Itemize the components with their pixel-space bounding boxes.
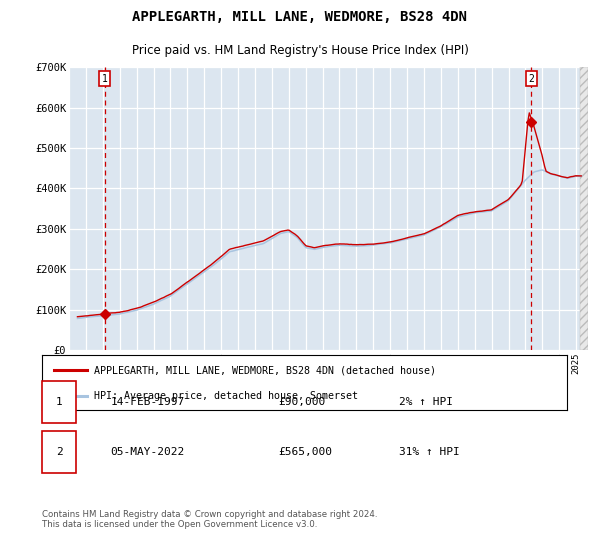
Text: Price paid vs. HM Land Registry's House Price Index (HPI): Price paid vs. HM Land Registry's House … xyxy=(131,44,469,57)
Text: 2% ↑ HPI: 2% ↑ HPI xyxy=(399,397,453,407)
Text: APPLEGARTH, MILL LANE, WEDMORE, BS28 4DN: APPLEGARTH, MILL LANE, WEDMORE, BS28 4DN xyxy=(133,10,467,24)
Text: 31% ↑ HPI: 31% ↑ HPI xyxy=(399,447,460,457)
Text: 14-FEB-1997: 14-FEB-1997 xyxy=(110,397,185,407)
Text: 1: 1 xyxy=(56,397,63,407)
Text: APPLEGARTH, MILL LANE, WEDMORE, BS28 4DN (detached house): APPLEGARTH, MILL LANE, WEDMORE, BS28 4DN… xyxy=(95,366,437,375)
Text: Contains HM Land Registry data © Crown copyright and database right 2024.
This d: Contains HM Land Registry data © Crown c… xyxy=(42,510,377,529)
Text: 1: 1 xyxy=(102,73,108,83)
Text: 05-MAY-2022: 05-MAY-2022 xyxy=(110,447,185,457)
Text: £565,000: £565,000 xyxy=(278,447,332,457)
Text: £90,000: £90,000 xyxy=(278,397,325,407)
Text: 2: 2 xyxy=(529,73,535,83)
FancyBboxPatch shape xyxy=(42,381,76,423)
Text: HPI: Average price, detached house, Somerset: HPI: Average price, detached house, Some… xyxy=(95,391,359,401)
Text: 2: 2 xyxy=(56,447,63,457)
FancyBboxPatch shape xyxy=(42,431,76,473)
Polygon shape xyxy=(580,67,588,350)
